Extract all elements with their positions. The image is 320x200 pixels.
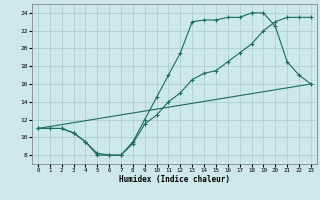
X-axis label: Humidex (Indice chaleur): Humidex (Indice chaleur) bbox=[119, 175, 230, 184]
